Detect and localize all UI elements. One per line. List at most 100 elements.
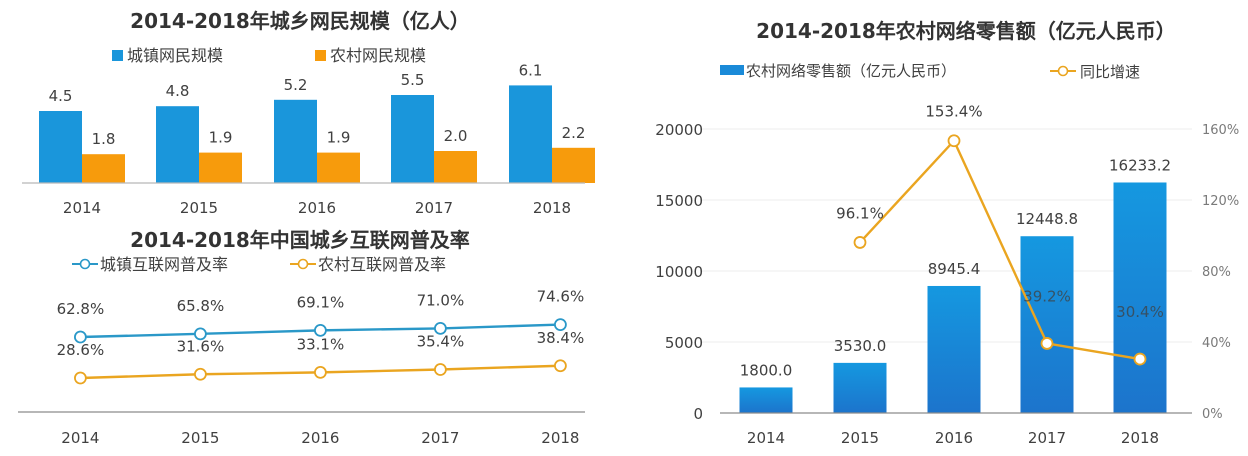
point-urban-2017 [433,321,447,335]
y-tick-label: 15000 [655,192,703,210]
legend-label-growth: 同比增速 [1080,63,1140,81]
data-label: 3530.0 [834,337,887,355]
legend: 城镇互联网普及率 农村互联网普及率 [72,255,446,274]
x-tick-label: 2016 [935,429,973,447]
data-label: 2.0 [444,127,468,145]
legend-label-retail: 农村网络零售额（亿元人民币） [746,62,956,80]
data-label: 30.4% [1116,303,1164,321]
data-label: 69.1% [297,293,345,311]
legend-swatch-urban [112,50,123,61]
y-tick-label: 20000 [655,121,703,139]
legend-swatch-rural [315,50,326,61]
point-growth-2015 [853,236,867,249]
x-tick-label: 2015 [181,429,219,447]
netizen-scale-chart: 2014-2018年城乡网民规模（亿人） 城镇网民规模 农村网民规模 4.5 1.… [22,9,595,217]
point-rural-2018 [554,359,567,373]
x-tick-label: 2016 [298,199,336,217]
point-growth-2016 [947,134,961,148]
legend-label-rural: 农村网民规模 [330,46,426,65]
data-label: 1.9 [327,129,351,147]
data-label: 16233.2 [1109,156,1171,174]
point-rural-2014 [74,371,87,385]
x-tick-label: 2015 [841,429,879,447]
data-label: 62.8% [57,300,105,318]
data-label: 35.4% [417,333,465,351]
data-label: 4.5 [49,87,73,105]
data-label: 1.8 [92,130,116,148]
bar-retail-2015 [833,362,887,413]
data-label: 1.9 [209,129,233,147]
data-label: 71.0% [417,291,465,309]
legend-label-urban: 城镇互联网普及率 [100,255,228,274]
bar-rural-2014 [82,154,125,183]
data-label: 28.6% [57,341,105,359]
point-rural-2016 [313,365,327,379]
bar-rural-2015 [199,152,242,183]
legend: 农村网络零售额（亿元人民币） 同比增速 [720,62,1140,81]
data-label: 33.1% [297,335,345,353]
y-tick-label: 5000 [665,334,703,352]
x-tick-label: 2014 [747,429,785,447]
x-tick-label: 2014 [61,429,99,447]
point-rural-2015 [193,367,207,381]
data-label: 153.4% [925,103,982,121]
bar-rural-2016 [317,152,360,183]
x-tick-label: 2018 [533,199,571,217]
data-label: 12448.8 [1016,210,1078,228]
bar-urban-2017 [391,95,434,183]
data-label: 38.4% [537,329,585,347]
bar-retail-2016 [927,285,981,413]
data-label: 6.1 [519,61,543,79]
point-growth-2018 [1133,352,1147,366]
legend-label-rural: 农村互联网普及率 [318,255,446,274]
point-rural-2017 [433,363,447,376]
legend-marker-rural [297,258,309,270]
data-label: 5.5 [401,71,425,89]
penetration-rate-chart: 2014-2018年中国城乡互联网普及率 城镇互联网普及率 农村互联网普及率 6… [18,228,585,447]
x-tick-label: 2015 [180,199,218,217]
bar-retail-2014 [739,387,793,413]
data-label: 2.2 [562,124,586,142]
chart-title: 2014-2018年农村网络零售额（亿元人民币） [756,19,1176,43]
legend-swatch-retail [720,65,744,75]
bar-urban-2015 [156,106,199,183]
line-growth [859,138,1141,361]
point-urban-2014 [74,330,87,344]
data-label: 1800.0 [740,361,793,379]
data-label: 96.1% [836,204,884,222]
x-tick-label: 2017 [421,429,459,447]
data-label: 65.8% [177,297,225,315]
rural-retail-chart: 2014-2018年农村网络零售额（亿元人民币） 农村网络零售额（亿元人民币） … [655,19,1239,447]
x-tick-label: 2018 [1121,429,1159,447]
point-urban-2018 [554,318,567,332]
legend: 城镇网民规模 农村网民规模 [112,46,426,65]
bar-urban-2018 [509,85,552,183]
bar-retail-2018 [1113,182,1167,413]
x-tick-label: 2014 [63,199,101,217]
y2-tick-label: 80% [1202,265,1231,280]
legend-marker-urban [79,258,91,270]
legend-marker-growth [1057,65,1069,77]
x-tick-label: 2018 [541,429,579,447]
data-label: 4.8 [166,82,190,100]
x-tick-label: 2017 [415,199,453,217]
point-urban-2015 [193,327,207,341]
y-tick-label: 10000 [655,263,703,281]
bar-rural-2018 [552,147,595,183]
bar-urban-2014 [39,111,82,183]
bar-rural-2017 [434,151,477,183]
y2-tick-label: 160% [1202,123,1239,138]
point-growth-2017 [1040,337,1054,350]
x-tick-label: 2016 [301,429,339,447]
data-label: 5.2 [284,76,308,94]
y-tick-label: 0 [693,405,703,423]
data-label: 74.6% [537,288,585,306]
data-label: 8945.4 [928,260,981,278]
x-tick-label: 2017 [1028,429,1066,447]
data-label: 31.6% [177,337,225,355]
bar-retail-2017 [1020,236,1074,413]
y2-tick-label: 40% [1202,336,1231,351]
data-label: 39.2% [1023,287,1071,305]
y2-tick-label: 120% [1202,194,1239,209]
